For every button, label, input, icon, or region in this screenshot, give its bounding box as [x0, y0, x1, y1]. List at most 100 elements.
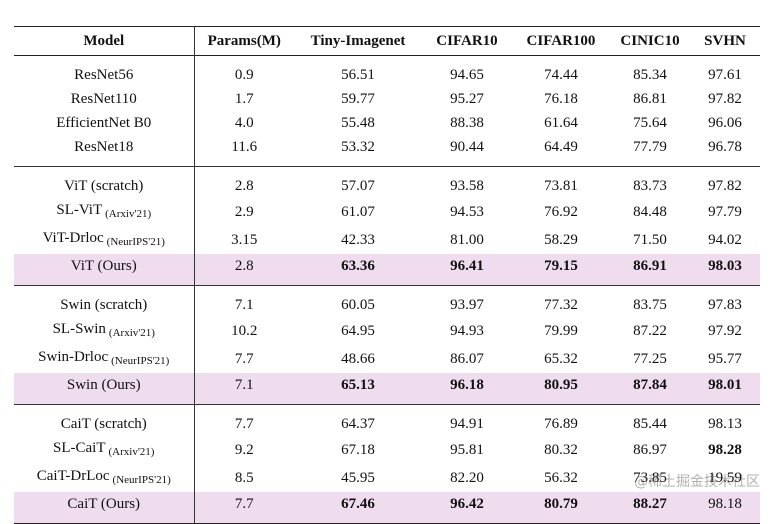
metric-cell: 95.27: [450, 91, 484, 107]
header-cifar100: CIFAR100: [526, 33, 596, 49]
metric-cell: 85.44: [633, 416, 667, 432]
metric-cell: 97.82: [708, 91, 742, 107]
metric-cell: 55.48: [341, 115, 375, 131]
model-cell: Swin (Ours): [14, 373, 195, 405]
metric-cell: 87.84: [610, 373, 690, 405]
header-cinic10: CINIC10: [620, 33, 680, 49]
metric-cell: 79.15: [512, 254, 610, 286]
header-tiny-imagenet: Tiny-Imagenet: [310, 33, 406, 49]
model-cell: SL-ViT (Arxiv'21): [14, 198, 195, 226]
metric-cell: 97.61: [708, 67, 742, 83]
model-name: SL-CaiT: [53, 440, 106, 456]
metric-cell: 94.91: [450, 416, 484, 432]
model-name: CaiT-DrLoc: [36, 468, 110, 484]
metric-cell: 61.07: [341, 204, 375, 220]
model-cell: CaiT-DrLoc (NeurIPS'21): [14, 464, 195, 492]
metric-cell: 80.95: [512, 373, 610, 405]
table-row: Swin-Drloc (NeurIPS'21) 7.7 48.66 86.07 65.32…: [14, 345, 760, 373]
metric-cell: 63.36: [294, 254, 422, 286]
model-name: ResNet110: [70, 91, 137, 107]
metric-cell: 65.32: [544, 351, 578, 367]
table-group: ResNet56 0.9 56.51 94.65 74.44 85.34 97.61 ResN…: [14, 55, 760, 167]
metric-cell: 56.51: [341, 67, 375, 83]
metric-cell: 96.78: [708, 139, 742, 155]
metric-cell: 76.92: [544, 204, 578, 220]
metric-cell: 94.65: [450, 67, 484, 83]
table-row: ResNet110 1.7 59.77 95.27 76.18 86.81 97.82: [14, 87, 760, 111]
model-cell: EfficientNet B0: [14, 111, 195, 135]
metric-cell: 59.77: [341, 91, 375, 107]
metric-cell: 19.59: [708, 470, 742, 486]
model-venue: (NeurIPS'21): [112, 474, 171, 486]
table-row: CaiT-DrLoc (NeurIPS'21) 8.5 45.95 82.20 56.32…: [14, 464, 760, 492]
header-row: Model Params(M) Tiny-Imagenet CIFAR10 CI…: [14, 26, 760, 56]
model-cell: ViT (scratch): [14, 166, 195, 198]
model-cell: ResNet18: [14, 135, 195, 167]
params-cell: 4.0: [234, 115, 254, 131]
metric-cell: 87.22: [633, 323, 667, 339]
params-cell: 2.9: [234, 204, 254, 220]
header-cifar10: CIFAR10: [436, 33, 498, 49]
model-cell: ResNet110: [14, 87, 195, 111]
table-group: Swin (scratch) 7.1 60.05 93.97 77.32 83.75 97.…: [14, 285, 760, 405]
model-cell: CaiT (scratch): [14, 404, 195, 436]
metric-cell: 48.66: [341, 351, 375, 367]
model-name: ResNet56: [74, 67, 134, 83]
table-header: Model Params(M) Tiny-Imagenet CIFAR10 CI…: [14, 26, 760, 56]
metric-cell: 79.99: [544, 323, 578, 339]
metric-cell: 85.34: [633, 67, 667, 83]
table-row: ResNet56 0.9 56.51 94.65 74.44 85.34 97.61: [14, 55, 760, 87]
metric-cell: 58.29: [544, 232, 578, 248]
metric-cell: 75.64: [633, 115, 667, 131]
metric-cell: 67.18: [341, 442, 375, 458]
metric-cell: 94.93: [450, 323, 484, 339]
metric-cell: 96.06: [708, 115, 742, 131]
metric-cell: 60.05: [341, 297, 375, 313]
params-cell: 10.2: [231, 323, 258, 339]
table-row: CaiT (scratch) 7.7 64.37 94.91 76.89 85.44 98.…: [14, 404, 760, 436]
model-cell: SL-Swin (Arxiv'21): [14, 317, 195, 345]
metric-cell: 96.41: [422, 254, 512, 286]
header-model: Model: [14, 26, 195, 56]
watermark: @稀土掘金技术社区: [634, 474, 760, 490]
model-name: CaiT (Ours): [67, 496, 141, 512]
metric-cell: 64.37: [341, 416, 375, 432]
metric-cell: 84.48: [633, 204, 667, 220]
metric-cell: 86.81: [633, 91, 667, 107]
metric-cell: 96.18: [422, 373, 512, 405]
metric-cell: 73.81: [544, 178, 578, 194]
metric-cell: 93.97: [450, 297, 484, 313]
metric-cell: 61.64: [544, 115, 578, 131]
metric-cell: 97.83: [708, 297, 742, 313]
table-row: SL-ViT (Arxiv'21) 2.9 61.07 94.53 76.92 84.48 9…: [14, 198, 760, 226]
results-table: Model Params(M) Tiny-Imagenet CIFAR10 CI…: [14, 26, 760, 524]
model-name: ViT (Ours): [70, 258, 137, 274]
header-params: Params(M): [207, 33, 281, 49]
model-venue: (Arxiv'21): [105, 208, 152, 220]
metric-cell: 64.95: [341, 323, 375, 339]
table-row: ResNet18 11.6 53.32 90.44 64.49 77.79 96.78: [14, 135, 760, 167]
metric-cell: 65.13: [294, 373, 422, 405]
metric-cell: 98.28: [708, 442, 742, 458]
table-row: SL-CaiT (Arxiv'21) 9.2 67.18 95.81 80.32 86.97…: [14, 436, 760, 464]
params-cell: 3.15: [231, 232, 258, 248]
params-cell: 8.5: [234, 470, 254, 486]
metric-cell: 77.79: [633, 139, 667, 155]
metric-cell: 98.01: [690, 373, 760, 405]
table-row: ViT (scratch) 2.8 57.07 93.58 73.81 83.73 97.8…: [14, 166, 760, 198]
table-row: SL-Swin (Arxiv'21) 10.2 64.95 94.93 79.99 87.2…: [14, 317, 760, 345]
model-venue: (NeurIPS'21): [111, 355, 170, 367]
model-name: Swin (Ours): [66, 377, 141, 393]
metric-cell: 76.18: [544, 91, 578, 107]
metric-cell: 81.00: [450, 232, 484, 248]
table-group: ViT (scratch) 2.8 57.07 93.58 73.81 83.73 97.8…: [14, 166, 760, 286]
metric-cell: 74.44: [544, 67, 578, 83]
params-cell: 11.6: [231, 139, 258, 155]
metric-cell: 83.73: [633, 178, 667, 194]
params-cell: 7.7: [234, 416, 254, 432]
table-row: Swin (scratch) 7.1 60.05 93.97 77.32 83.75 97.…: [14, 285, 760, 317]
metric-cell: 97.92: [708, 323, 742, 339]
params-cell: 7.7: [234, 351, 254, 367]
model-cell: ViT (Ours): [14, 254, 195, 286]
table-row: EfficientNet B0 4.0 55.48 88.38 61.64 75.64 96…: [14, 111, 760, 135]
